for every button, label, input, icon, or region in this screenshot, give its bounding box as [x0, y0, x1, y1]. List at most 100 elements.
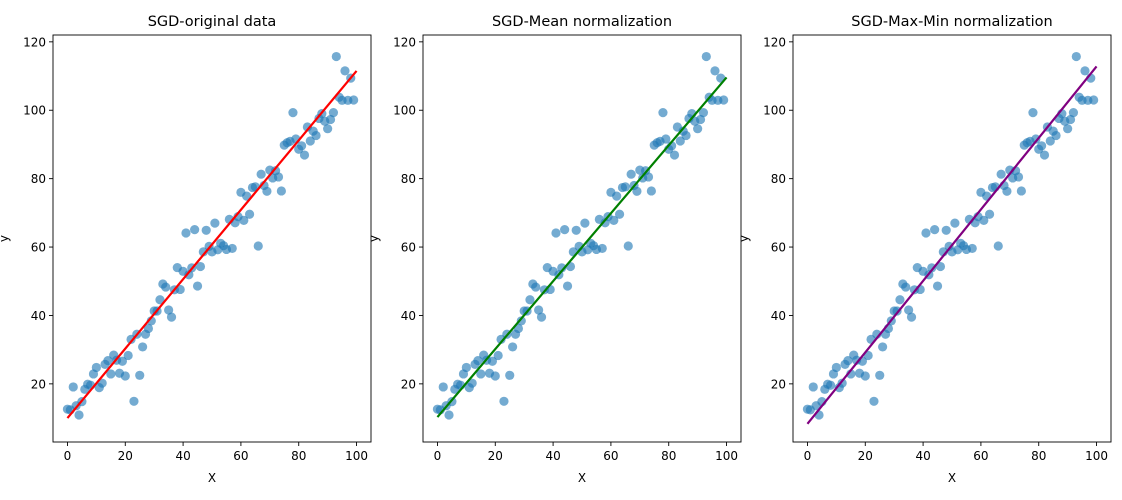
- data-point: [661, 134, 671, 144]
- data-point: [487, 356, 497, 366]
- data-point: [103, 356, 113, 366]
- data-point: [921, 228, 931, 238]
- data-point: [895, 295, 905, 305]
- x-tick-label: 60: [233, 449, 248, 463]
- data-point: [253, 241, 263, 251]
- data-point: [693, 124, 703, 134]
- data-point: [560, 225, 570, 235]
- data-point: [490, 371, 500, 381]
- data-point: [129, 396, 139, 406]
- y-tick-label: 60: [771, 241, 786, 255]
- data-point: [516, 316, 526, 326]
- data-point: [120, 371, 130, 381]
- data-point: [632, 186, 642, 196]
- data-point: [138, 342, 148, 352]
- data-point: [984, 209, 995, 219]
- data-point: [901, 282, 911, 292]
- data-point: [525, 295, 535, 305]
- data-point: [557, 263, 567, 273]
- data-point: [68, 382, 78, 392]
- data-point: [311, 130, 321, 141]
- data-point: [181, 228, 191, 238]
- data-point: [701, 51, 711, 62]
- data-point: [117, 356, 127, 366]
- data-point: [244, 209, 255, 219]
- x-tick-label: 80: [661, 449, 676, 463]
- data-point: [1031, 134, 1041, 144]
- data-point: [135, 370, 145, 380]
- data-point: [438, 382, 448, 392]
- data-point: [227, 243, 237, 254]
- data-point: [562, 281, 573, 291]
- data-point: [444, 410, 454, 420]
- data-point: [175, 284, 185, 295]
- data-point: [288, 108, 298, 118]
- data-point: [195, 261, 206, 272]
- x-tick-label: 100: [1085, 449, 1108, 463]
- data-point: [869, 396, 879, 406]
- y-axis-label: y: [0, 235, 11, 242]
- data-point: [328, 108, 339, 118]
- data-point: [658, 108, 668, 118]
- data-point: [626, 169, 636, 179]
- y-tick-label: 120: [763, 35, 786, 49]
- data-point: [536, 312, 547, 322]
- plot-frame: [792, 34, 1112, 443]
- data-point: [710, 66, 720, 76]
- data-point: [1089, 95, 1099, 105]
- y-axis: 20 40 60 80 100 120: [393, 35, 423, 391]
- data-point: [461, 362, 471, 373]
- x-axis: 0 20 40 60 80 100: [804, 442, 1108, 463]
- data-point: [1028, 108, 1038, 118]
- data-point: [646, 186, 656, 196]
- data-point: [331, 51, 341, 62]
- y-tick-label: 100: [763, 104, 786, 118]
- data-point: [273, 172, 284, 182]
- data-point: [967, 243, 977, 254]
- data-point: [1016, 186, 1026, 196]
- y-tick-label: 20: [401, 377, 416, 391]
- regression-line: [66, 70, 358, 419]
- data-point: [198, 247, 208, 257]
- x-tick-label: 20: [488, 449, 503, 463]
- x-tick-label: 0: [434, 449, 442, 463]
- x-axis-label: X: [208, 471, 216, 485]
- data-point: [609, 215, 619, 225]
- chart-panel-1: SGD-original data 0 20 40 60 80 100 20 40 60 80 100…: [0, 14, 372, 485]
- y-tick-label: 80: [771, 172, 786, 186]
- chart-title: SGD-original data: [148, 14, 277, 30]
- data-point: [808, 382, 818, 392]
- data-point: [930, 225, 940, 235]
- data-point: [675, 136, 685, 146]
- x-tick-label: 40: [915, 449, 930, 463]
- data-point: [239, 215, 249, 225]
- data-point: [106, 369, 116, 379]
- plot-frame: [422, 34, 742, 443]
- x-axis: 0 20 40 60 80 100: [434, 442, 738, 463]
- data-point: [161, 282, 171, 292]
- data-point: [210, 218, 220, 228]
- data-point: [192, 281, 203, 291]
- x-tick-label: 20: [118, 449, 133, 463]
- data-point: [499, 396, 509, 406]
- data-point: [299, 150, 310, 160]
- data-point: [508, 342, 518, 352]
- data-point: [155, 295, 165, 305]
- data-point: [681, 130, 691, 141]
- data-point: [276, 186, 286, 196]
- data-point: [262, 186, 272, 196]
- data-point: [143, 323, 153, 334]
- x-tick-label: 100: [345, 449, 368, 463]
- y-tick-label: 60: [401, 241, 416, 255]
- y-tick-label: 80: [401, 172, 416, 186]
- data-point: [1080, 66, 1090, 76]
- scatter-series: [62, 51, 359, 420]
- data-point: [993, 241, 1003, 251]
- data-point: [571, 225, 581, 235]
- data-point: [941, 225, 951, 235]
- y-tick-label: 120: [23, 35, 46, 49]
- data-point: [476, 369, 486, 379]
- data-point: [493, 350, 503, 361]
- data-point: [935, 261, 946, 272]
- y-axis: 20 40 60 80 100 120: [763, 35, 793, 391]
